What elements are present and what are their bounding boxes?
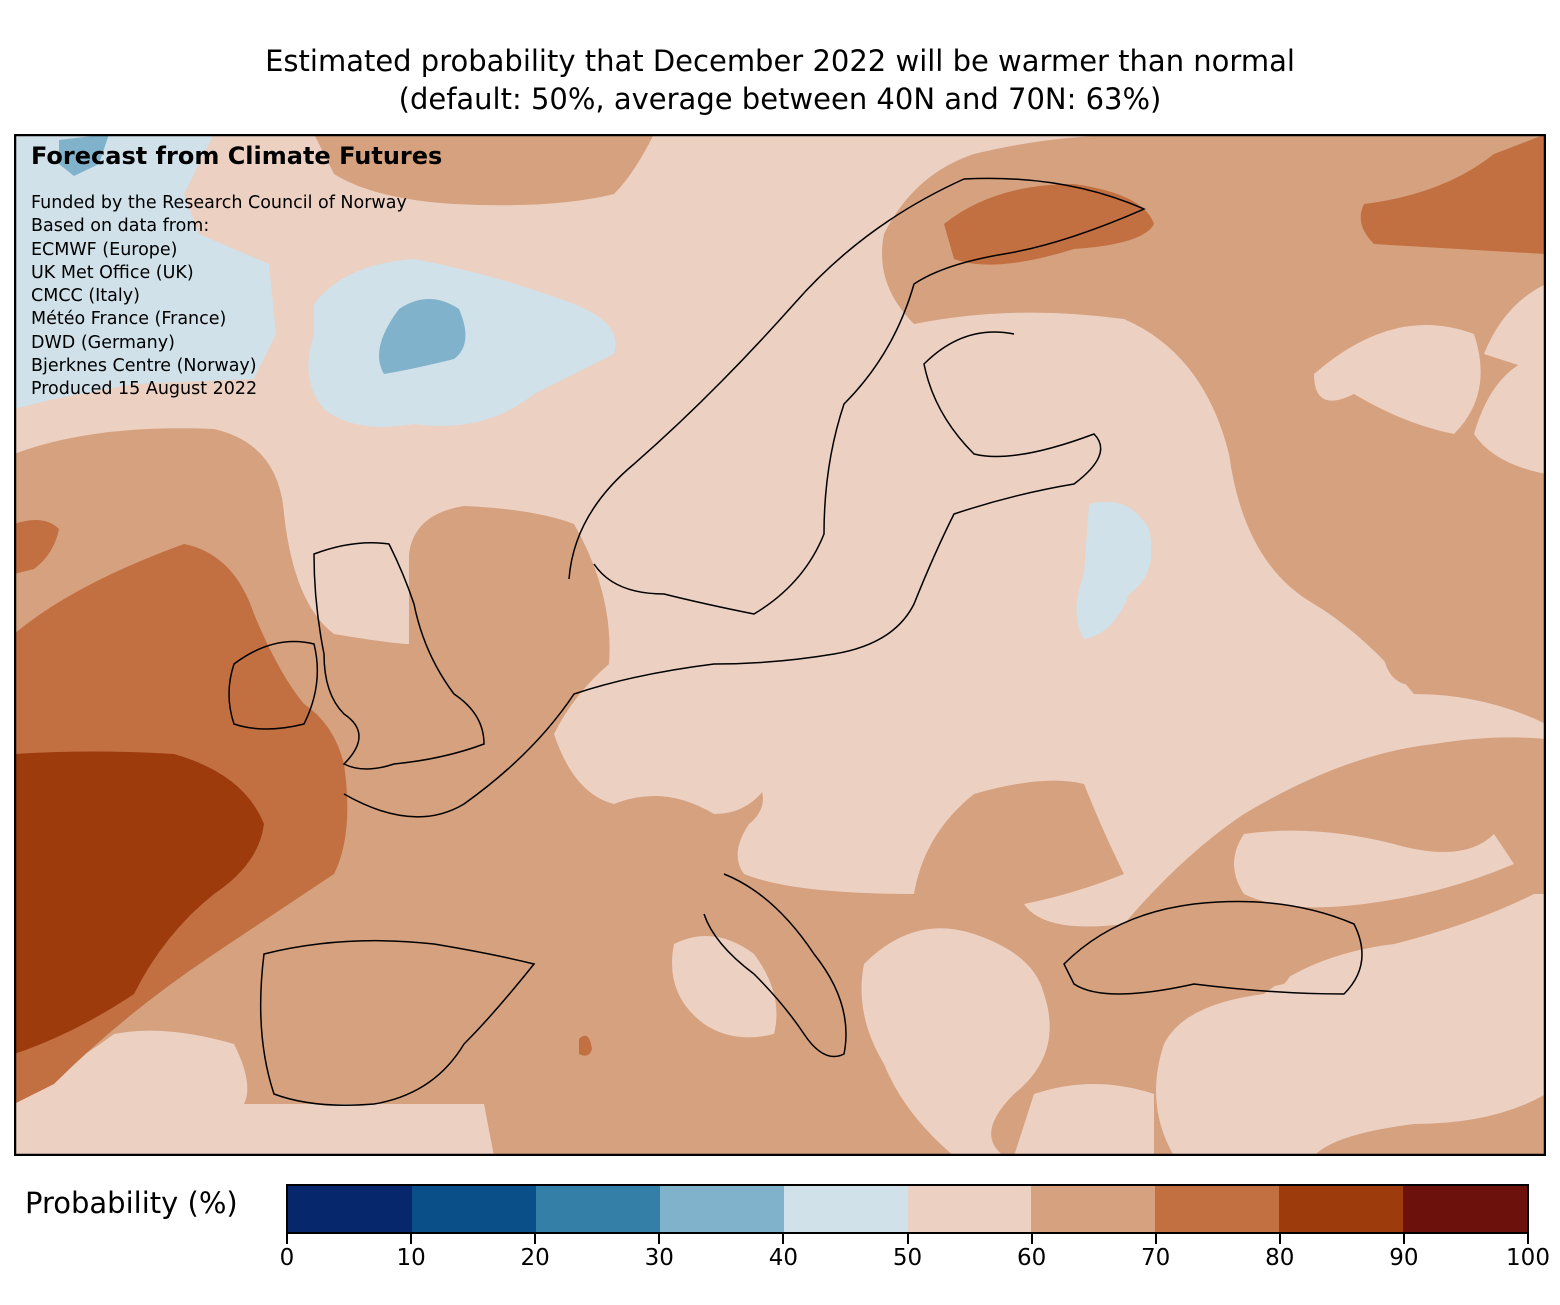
colorbar-bin-70-80: [1155, 1186, 1280, 1232]
colorbar-tick-label: 0: [279, 1245, 295, 1271]
map-title-line-2: (default: 50%, average between 40N and 7…: [398, 82, 1162, 116]
colorbar-tick-label: 80: [1265, 1245, 1295, 1271]
region-50-60-sw-corner: [14, 1030, 494, 1156]
info-line: Produced 15 August 2022: [31, 379, 258, 400]
info-line: UK Met Office (UK): [31, 262, 194, 283]
coastline-black-sea: [1063, 900, 1363, 995]
colorbar-tick-mark: [1154, 1232, 1157, 1244]
region-50-60-italy-south: [1014, 1084, 1154, 1156]
colorbar-tick-mark: [286, 1232, 288, 1244]
region-60-70-black-sea: [1120, 914, 1294, 1008]
region-70-80-ne: [1360, 134, 1546, 254]
colorbar-tick-mark: [534, 1232, 537, 1244]
colorbar-bin-90-100: [1403, 1186, 1528, 1232]
colorbar-tick-mark: [1402, 1232, 1405, 1244]
info-line: CMCC (Italy): [31, 286, 140, 307]
region-70-80-small-nw: [14, 520, 59, 574]
map-title-line-1: Estimated probability that December 2022…: [265, 44, 1295, 78]
colorbar-bin-50-60: [907, 1186, 1032, 1232]
coastline-ireland: [228, 640, 319, 730]
colorbar-tick-label: 20: [520, 1245, 550, 1271]
colorbar-tick-label: 70: [1141, 1245, 1171, 1271]
region-70-80-kola: [944, 184, 1154, 265]
region-50-60-russia-patch: [1314, 325, 1481, 434]
colorbar-bin-10-20: [411, 1186, 536, 1232]
probability-map: [14, 134, 1546, 1156]
colorbar-tick-label: 90: [1389, 1245, 1419, 1271]
colorbar-tick-label: 40: [768, 1245, 799, 1271]
region-80-90-west: [14, 751, 264, 1054]
region-60-70-east: [1381, 594, 1434, 684]
region-30-40-small: [59, 134, 109, 176]
info-line: DWD (Germany): [31, 332, 175, 353]
region-50-60-north-patch: [1484, 284, 1546, 374]
coastline-continent: [343, 331, 1102, 818]
colorbar-bin-40-50: [783, 1186, 908, 1232]
region-40-50-baltic: [1076, 501, 1152, 639]
info-box: Forecast from Climate Futures Funded by …: [31, 142, 442, 402]
colorbar-bin-80-90: [1279, 1186, 1404, 1232]
region-70-80-spain-dot: [579, 1035, 592, 1056]
info-line: Based on data from:: [31, 216, 210, 237]
colorbar-ticks: 0 10 20 30 40 50 60 70 80 90 100: [280, 1232, 1550, 1292]
colorbar-bin-60-70: [1031, 1186, 1156, 1232]
colorbar: [286, 1184, 1529, 1234]
region-50-60-germany: [554, 702, 774, 814]
region-30-40-central: [379, 299, 466, 374]
colorbar-tick-label: 60: [1016, 1245, 1047, 1271]
region-50-60-black-sea: [1234, 830, 1514, 908]
colorbar-tick-label: 100: [1506, 1245, 1550, 1271]
region-50-60-east-south: [1156, 894, 1546, 1156]
colorbar-tick-mark: [410, 1232, 413, 1244]
colorbar-tick-mark: [906, 1232, 909, 1244]
colorbar-tick-label: 50: [892, 1245, 923, 1271]
coastline-iberia: [259, 939, 536, 1106]
info-line: ECMWF (Europe): [31, 239, 178, 260]
colorbar-bin-20-30: [535, 1186, 660, 1232]
colorbar-label: Probability (%): [25, 1186, 238, 1220]
region-60-70-north-atlantic: [314, 134, 654, 206]
colorbar-bin-0-10: [288, 1186, 412, 1232]
colorbar-tick-mark: [782, 1232, 785, 1244]
colorbar-tick-mark: [658, 1232, 661, 1244]
colorbar-tick-mark: [1030, 1232, 1033, 1244]
region-40-50-northwest: [14, 134, 276, 409]
region-50-60-italy: [672, 936, 777, 1038]
coastline-italy: [703, 873, 847, 1058]
colorbar-tick-mark: [1278, 1232, 1281, 1244]
coastline-britain: [313, 542, 485, 770]
colorbar-tick-label: 10: [396, 1245, 426, 1271]
region-50-60-balkans: [861, 928, 1050, 1156]
info-heading: Forecast from Climate Futures: [31, 142, 443, 170]
map-frame: [14, 134, 1546, 1156]
info-line: Funded by the Research Council of Norway: [31, 193, 407, 213]
coastline-scandinavia: [568, 177, 1146, 615]
colorbar-tick-label: 30: [644, 1245, 674, 1271]
coastlines: [228, 177, 1363, 1106]
info-line: Météo France (France): [31, 309, 227, 330]
region-60-70-north-russia: [882, 134, 1546, 724]
info-lines: Funded by the Research Council of Norway…: [31, 192, 442, 402]
colorbar-tick-mark: [1527, 1232, 1529, 1244]
info-line: Bjerknes Centre (Norway): [31, 356, 257, 377]
colorbar-bin-30-40: [659, 1186, 784, 1232]
